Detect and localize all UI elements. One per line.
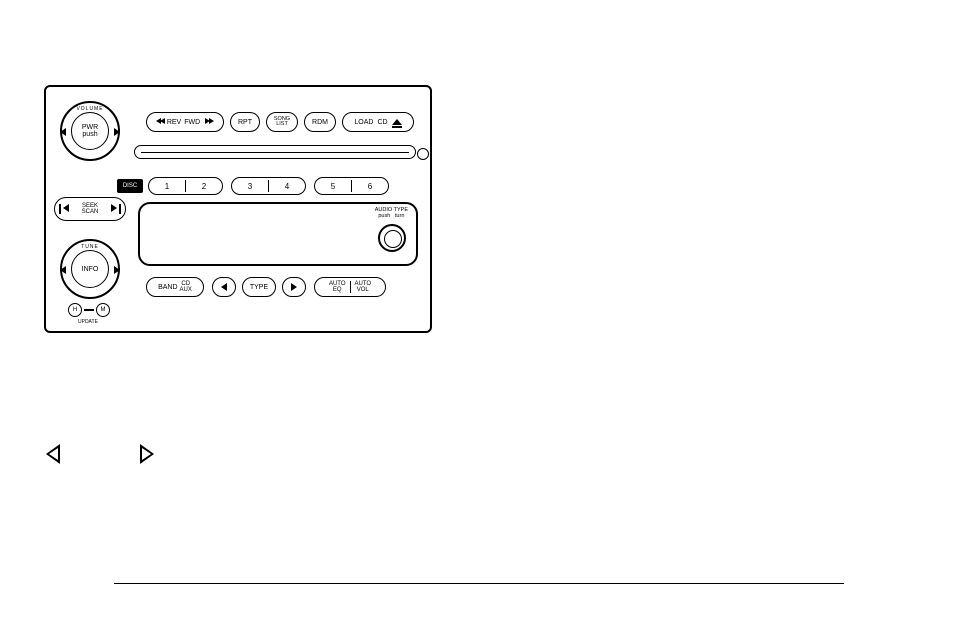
load-label: LOAD	[354, 119, 373, 126]
preset-group-34: 3 4	[231, 177, 306, 195]
tune-knob[interactable]: TUNE INFO	[60, 239, 120, 299]
update-label: UPDATE	[78, 319, 98, 325]
push-sublabel: push	[378, 213, 390, 219]
preset-3[interactable]: 3	[232, 182, 268, 191]
rpt-label: RPT	[238, 119, 252, 126]
tune-left-arrow-icon	[60, 266, 66, 274]
info-label: INFO	[82, 266, 99, 273]
page-right-arrow-icon	[140, 444, 154, 464]
page-footer-rule	[114, 583, 844, 584]
preset-group-12: 1 2	[148, 177, 223, 195]
audio-type-knob[interactable]	[378, 224, 406, 252]
scan-label: SCAN	[82, 209, 99, 215]
vol-label: VOL	[355, 287, 372, 293]
aux-sublabel: AUX	[180, 287, 192, 293]
tune-right-arrow-icon	[114, 266, 120, 274]
auto-eq-vol-button[interactable]: AUTO EQ AUTO VOL	[314, 277, 386, 297]
hour-button[interactable]: H	[68, 303, 82, 317]
rev-fwd-button[interactable]: REV FWD	[146, 112, 224, 132]
load-cd-button[interactable]: LOAD CD	[342, 112, 414, 132]
volume-right-arrow-icon	[114, 128, 120, 136]
preset-6[interactable]: 6	[352, 182, 388, 191]
prev-type-button[interactable]	[212, 277, 236, 297]
cd-slot[interactable]	[134, 145, 416, 159]
rdm-label: RDM	[312, 119, 328, 126]
turn-sublabel: turn	[395, 213, 404, 219]
fwd-icon	[205, 118, 214, 126]
list-label: LIST	[276, 122, 288, 128]
autoeq-divider	[350, 281, 351, 293]
info-button[interactable]: INFO	[71, 250, 109, 288]
h-label: H	[73, 307, 77, 313]
fwd-label: FWD	[184, 119, 200, 126]
push-label: push	[82, 131, 97, 138]
rdm-button[interactable]: RDM	[304, 112, 336, 132]
rev-icon	[156, 118, 165, 126]
pwr-label: PWR	[82, 124, 98, 131]
rpt-button[interactable]: RPT	[230, 112, 260, 132]
preset-group-56: 5 6	[314, 177, 389, 195]
hm-connector	[84, 309, 94, 311]
disc-label: DISC	[123, 183, 137, 189]
preset-4[interactable]: 4	[269, 182, 305, 191]
next-icon	[291, 283, 297, 291]
radio-faceplate: VOLUME PWR push SEEK SCAN TUNE INFO H M …	[44, 85, 432, 333]
cd-label: CD	[377, 119, 387, 126]
seek-scan-button[interactable]: SEEK SCAN	[54, 197, 126, 221]
next-type-button[interactable]	[282, 277, 306, 297]
page-left-arrow-icon	[46, 444, 60, 464]
type-label: TYPE	[250, 284, 268, 291]
seek-prev-icon	[59, 204, 69, 214]
preset-row: 1 2 3 4 5 6	[148, 177, 389, 195]
rev-label: REV	[167, 119, 181, 126]
preset-1[interactable]: 1	[149, 182, 185, 191]
song-list-button[interactable]: SONG LIST	[266, 112, 298, 132]
disc-badge: DISC	[117, 179, 143, 193]
band-label: BAND	[158, 284, 177, 291]
slot-line	[141, 152, 409, 153]
minute-button[interactable]: M	[96, 303, 110, 317]
power-button[interactable]: PWR push	[71, 112, 109, 150]
m-label: M	[101, 307, 106, 313]
volume-left-arrow-icon	[60, 128, 66, 136]
audio-type-label: AUDIO TYPE push turn	[375, 208, 408, 219]
clock-set: H M	[68, 303, 110, 317]
preset-2[interactable]: 2	[186, 182, 222, 191]
type-button[interactable]: TYPE	[242, 277, 276, 297]
seek-next-icon	[111, 204, 121, 214]
prev-icon	[221, 283, 227, 291]
eject-icon	[392, 119, 402, 125]
volume-knob[interactable]: VOLUME PWR push	[60, 101, 120, 161]
eq-label: EQ	[329, 287, 346, 293]
preset-5[interactable]: 5	[315, 182, 351, 191]
display-window: AUDIO TYPE push turn	[138, 202, 418, 266]
band-cd-aux-button[interactable]: BAND CD AUX	[146, 277, 204, 297]
